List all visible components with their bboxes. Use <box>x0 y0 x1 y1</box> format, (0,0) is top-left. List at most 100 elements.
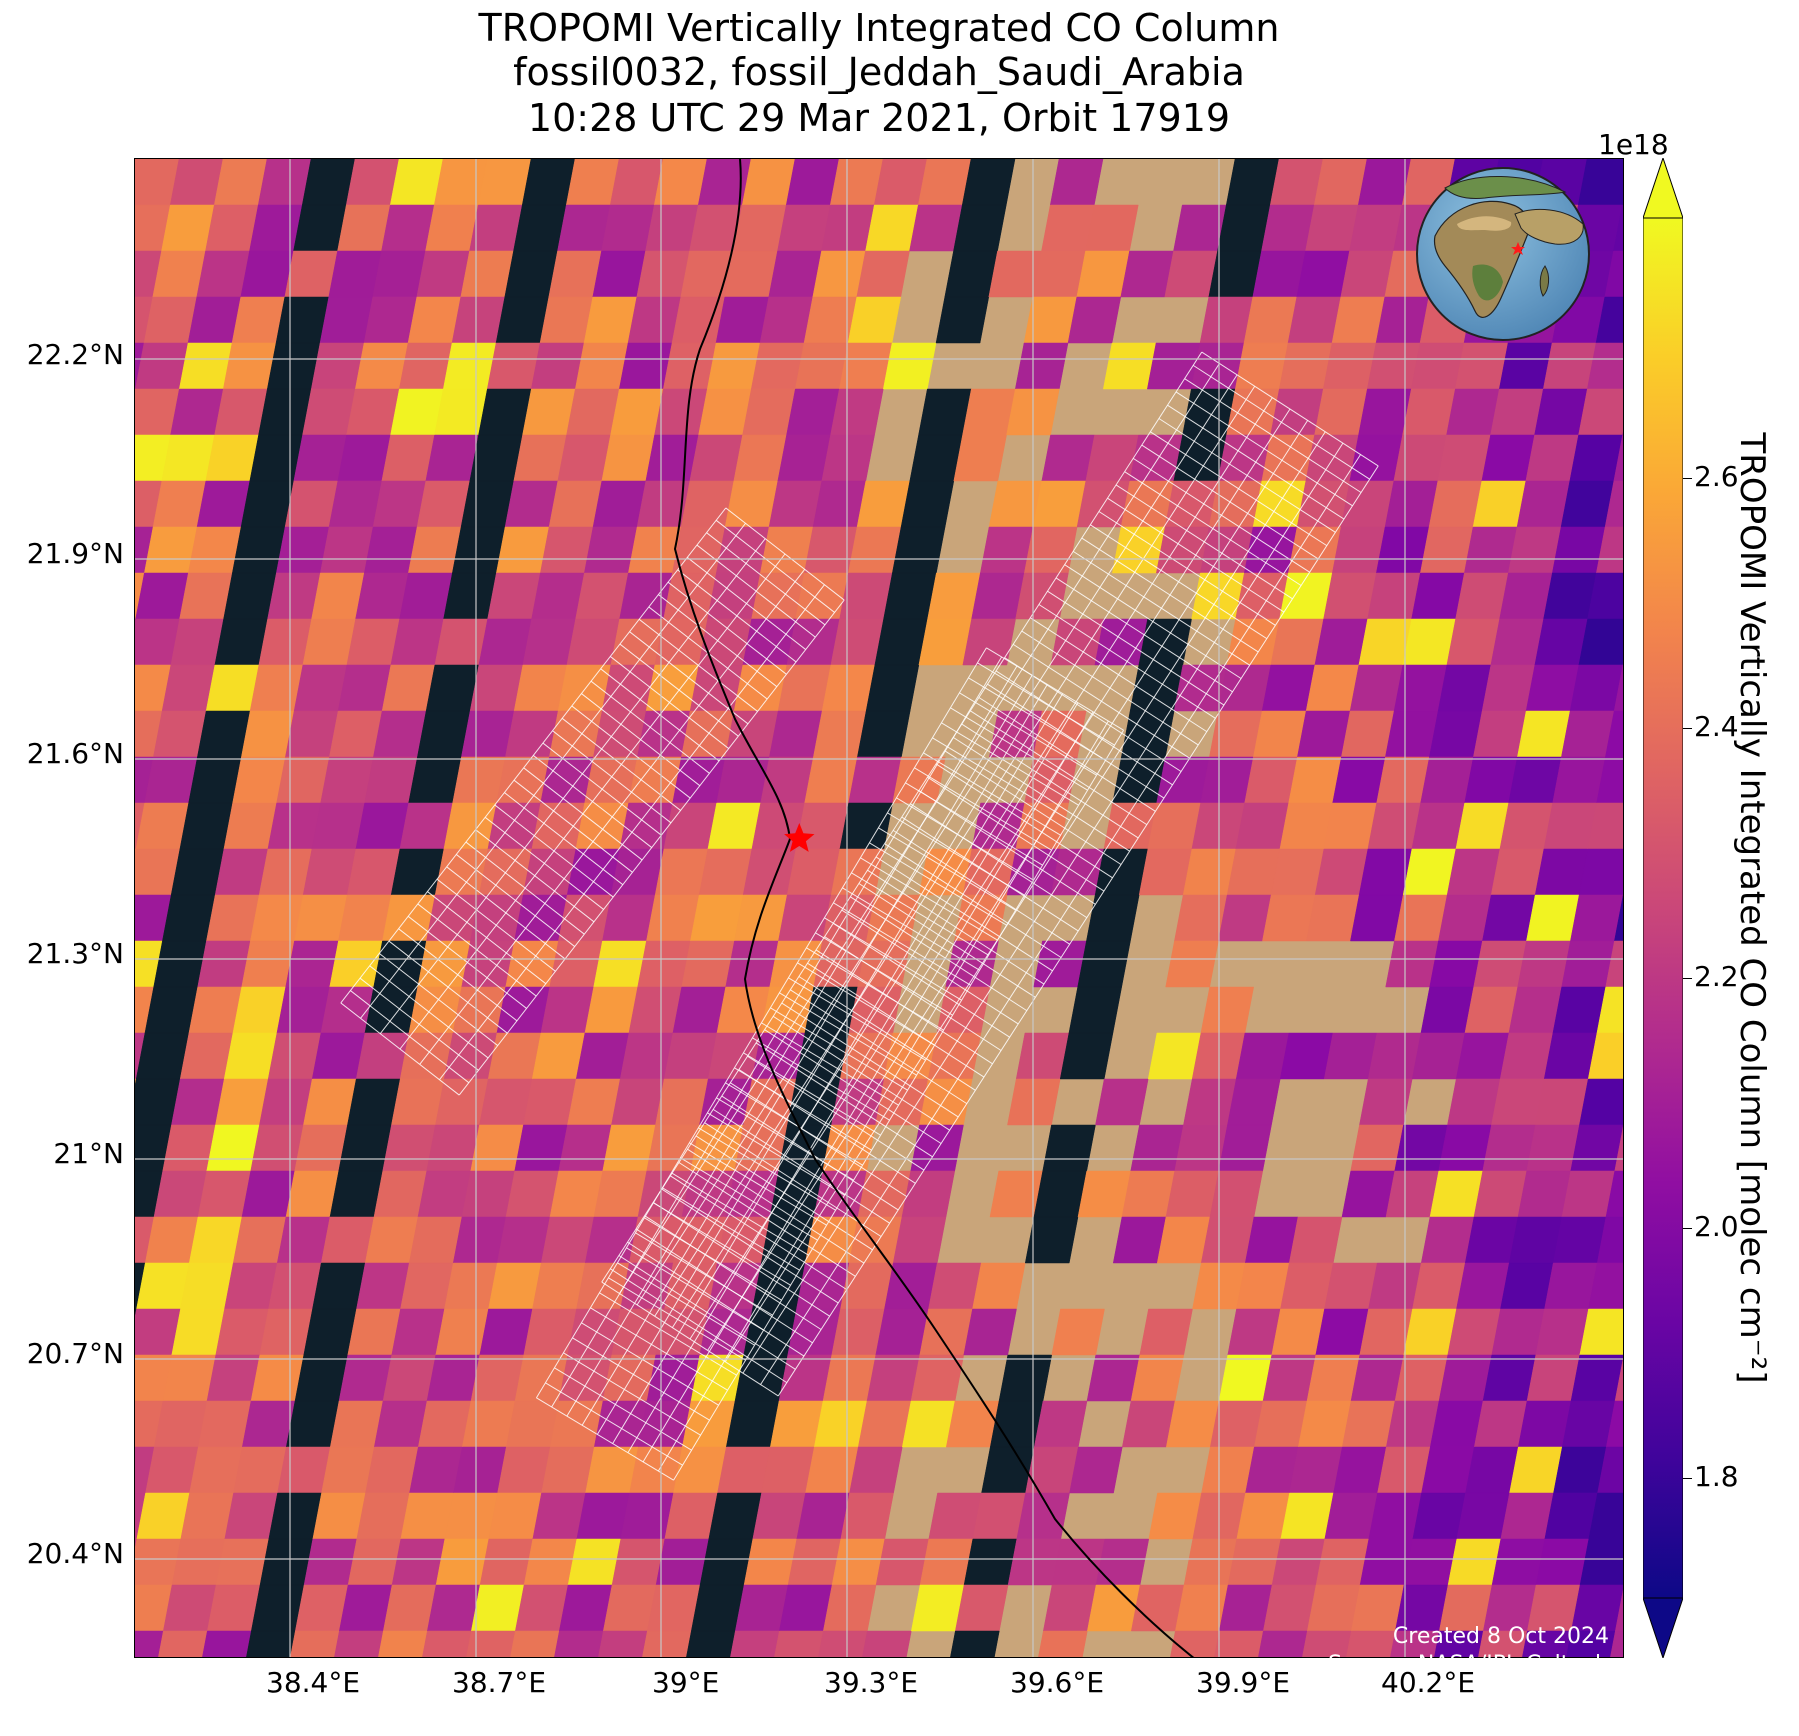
co-pixel <box>293 204 347 252</box>
co-pixel <box>1085 434 1139 482</box>
gridlines <box>135 159 1623 1657</box>
co-pixel <box>1358 848 1413 896</box>
co-pixel <box>752 1492 806 1540</box>
co-pixel <box>787 1538 842 1586</box>
co-pixel <box>334 1630 384 1657</box>
co-pixel <box>161 664 216 712</box>
co-pixel <box>197 710 251 758</box>
co-pixel <box>1569 664 1623 712</box>
co-pixel <box>251 1584 305 1632</box>
co-pixel <box>653 159 708 206</box>
co-pixel <box>628 986 682 1034</box>
co-pixel <box>575 802 629 850</box>
co-pixel <box>180 1262 234 1310</box>
co-pixel <box>531 802 585 850</box>
co-pixel <box>1366 342 1421 390</box>
co-pixel <box>759 296 814 344</box>
co-pixel <box>856 480 911 528</box>
co-pixel <box>593 1170 648 1218</box>
co-pixel <box>691 1584 745 1632</box>
colorbar-gradient <box>1643 217 1683 1599</box>
coastline <box>673 159 1195 1657</box>
co-pixel <box>171 1308 225 1356</box>
co-pixel <box>479 1308 533 1356</box>
co-pixel <box>1596 526 1623 574</box>
co-pixel <box>144 986 198 1034</box>
co-pixel <box>510 1630 560 1657</box>
co-pixel <box>1244 1216 1299 1264</box>
co-pixel <box>1227 1078 1281 1126</box>
co-pixel <box>409 1446 463 1494</box>
lon-tick-label: 38.4°E <box>266 1666 361 1699</box>
co-pixel <box>1410 342 1465 390</box>
co-pixel <box>302 618 356 666</box>
co-pixel <box>848 756 902 804</box>
co-pixel <box>971 572 1025 620</box>
co-pixel <box>434 388 488 436</box>
co-pixel <box>1340 250 1394 298</box>
co-pixel <box>422 1630 472 1657</box>
co-pixel <box>144 526 198 574</box>
co-pixel <box>1350 1354 1405 1402</box>
co-pixel <box>267 802 321 850</box>
co-pixel <box>549 940 603 988</box>
co-pixel <box>496 756 550 804</box>
co-pixel <box>488 1492 542 1540</box>
co-pixel <box>1191 802 1245 850</box>
co-pixel <box>1552 1216 1607 1264</box>
co-pixel <box>786 848 841 896</box>
co-pixel <box>549 1400 604 1448</box>
co-pixel <box>373 1170 428 1218</box>
co-pixel <box>1087 1584 1141 1632</box>
lat-tick-label: 21.6°N <box>26 737 124 770</box>
co-pixel <box>312 1492 366 1540</box>
co-pixel <box>1478 1630 1528 1657</box>
co-pixel <box>1420 526 1474 574</box>
co-pixel <box>1095 1538 1150 1586</box>
co-pixel <box>284 250 338 298</box>
co-pixel <box>598 1630 648 1657</box>
co-pixel <box>690 1354 745 1402</box>
co-pixel <box>416 480 471 528</box>
co-pixel <box>1411 1032 1466 1080</box>
co-pixel <box>584 1216 639 1264</box>
co-pixel <box>637 940 691 988</box>
co-pixel <box>356 1492 410 1540</box>
co-pixel <box>466 1630 516 1657</box>
co-pixel <box>1367 572 1421 620</box>
co-pixel <box>618 342 673 390</box>
co-pixel <box>469 664 524 712</box>
co-pixel <box>1261 664 1316 712</box>
map-panel[interactable] <box>134 158 1624 1658</box>
co-pixel <box>1394 1354 1449 1402</box>
co-pixel <box>1322 342 1377 390</box>
co-pixel <box>215 1308 269 1356</box>
co-pixel <box>426 1354 481 1402</box>
co-pixel <box>382 1124 436 1172</box>
co-pixel <box>1358 388 1412 436</box>
co-pixel <box>1525 664 1580 712</box>
co-pixel <box>408 1216 463 1264</box>
co-pixel <box>1173 204 1227 252</box>
co-pixel <box>1534 388 1588 436</box>
co-pixel <box>497 1446 551 1494</box>
co-pixel <box>320 1216 375 1264</box>
co-pixel <box>768 480 823 528</box>
co-pixel <box>1333 1446 1387 1494</box>
co-pixel <box>557 664 612 712</box>
co-pixel <box>1235 1032 1290 1080</box>
co-pixel <box>849 1446 903 1494</box>
co-pixel <box>548 480 603 528</box>
co-pixel <box>1570 894 1623 942</box>
co-pixel <box>391 1078 445 1126</box>
co-pixel <box>1428 480 1483 528</box>
co-pixel <box>1411 802 1465 850</box>
co-pixel <box>972 1492 1026 1540</box>
co-pixel <box>1270 618 1324 666</box>
co-pixel <box>1561 940 1615 988</box>
co-pixel <box>496 526 550 574</box>
co-pixel <box>804 526 858 574</box>
co-pixel <box>1296 480 1351 528</box>
co-pixel <box>505 1400 560 1448</box>
co-pixel <box>1429 1170 1484 1218</box>
